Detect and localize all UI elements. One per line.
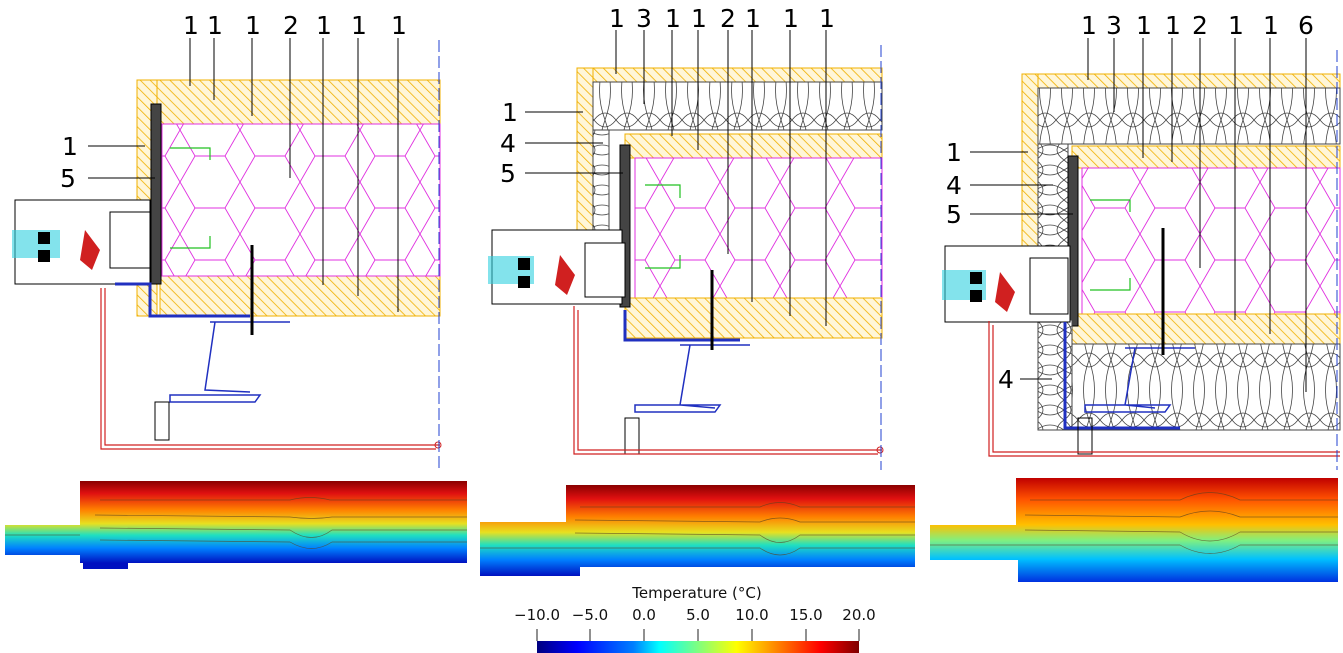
leader-lines	[88, 30, 1307, 392]
callout-label: 4	[500, 129, 516, 158]
callout-label: 1	[1136, 11, 1152, 40]
callout-label: 5	[946, 200, 962, 229]
panel-b-drawing	[488, 45, 884, 470]
callout-label: 1	[1081, 11, 1097, 40]
callout-label: 1	[245, 11, 261, 40]
panel-a-drawing	[12, 40, 442, 470]
callout-label: 2	[283, 11, 299, 40]
colorbar-tick: −5.0	[572, 606, 608, 624]
colorbar-gradient	[537, 641, 859, 653]
callout-label: 1	[1263, 11, 1279, 40]
panel-c-callouts: 1 3 1 1 2 1 1 6 1 4 5 4	[946, 11, 1314, 394]
colorbar-tick: 20.0	[842, 606, 875, 624]
callout-label: 1	[819, 4, 835, 33]
colorbar-title: Temperature (°C)	[631, 584, 761, 602]
panel-c-drawing	[942, 50, 1341, 470]
callout-label: 1	[609, 4, 625, 33]
callout-label: 1	[62, 132, 78, 161]
callout-label: 1	[391, 11, 407, 40]
callout-label: 1	[745, 4, 761, 33]
callout-label: 1	[783, 4, 799, 33]
callout-label: 5	[60, 164, 76, 193]
callout-label: 5	[500, 159, 516, 188]
callout-label: 1	[946, 138, 962, 167]
callout-label: 1	[502, 98, 518, 127]
colorbar-tick: 5.0	[686, 606, 710, 624]
thermal-field-a	[5, 481, 467, 569]
callout-label: 3	[636, 4, 652, 33]
callout-label: 1	[207, 11, 223, 40]
panel-b-callouts: 1 3 1 1 2 1 1 1 1 4 5	[500, 4, 835, 188]
colorbar-tick: 15.0	[789, 606, 822, 624]
callout-label: 1	[665, 4, 681, 33]
panel-a-callouts: 1 1 1 2 1 1 1 1 5	[60, 11, 407, 193]
thermal-field-c	[930, 478, 1338, 582]
callout-label: 1	[1165, 11, 1181, 40]
colorbar-tick: −10.0	[514, 606, 560, 624]
callout-label: 1	[183, 11, 199, 40]
callout-label: 1	[316, 11, 332, 40]
colorbar-tick: 0.0	[632, 606, 656, 624]
thermal-field-b	[480, 485, 915, 576]
callout-label: 2	[720, 4, 736, 33]
colorbar-tick: 10.0	[735, 606, 768, 624]
callout-label: 4	[946, 171, 962, 200]
callout-label: 1	[691, 4, 707, 33]
callout-label: 4	[998, 365, 1014, 394]
callout-label: 3	[1106, 11, 1122, 40]
callout-label: 1	[351, 11, 367, 40]
callout-label: 6	[1298, 11, 1314, 40]
callout-label: 2	[1192, 11, 1208, 40]
colorbar: Temperature (°C) −10.0 −5.0 0.0 5.0 10.0…	[514, 584, 876, 653]
callout-label: 1	[1228, 11, 1244, 40]
